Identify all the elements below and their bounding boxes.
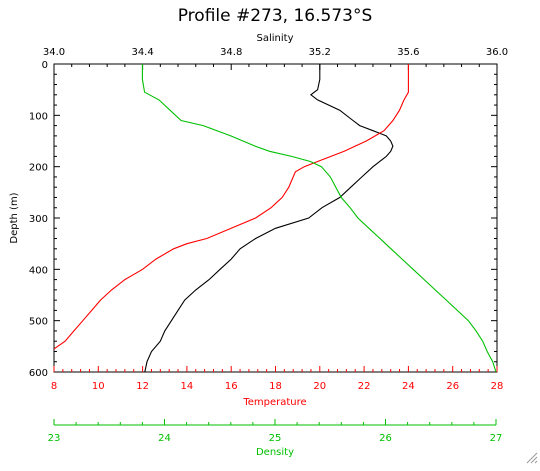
depth-tick-label: 600 (29, 368, 48, 379)
salinity-tick-label: 34.0 (43, 47, 65, 58)
depth-tick-label: 500 (29, 317, 48, 328)
temperature-tick-label: 8 (51, 381, 57, 392)
density-axis-label: Density (256, 447, 294, 458)
temperature-tick-label: 14 (181, 381, 194, 392)
series-layer (53, 64, 497, 373)
density-tick-label: 24 (158, 433, 171, 444)
salinity-tick-label: 35.2 (309, 47, 331, 58)
density-tick-label: 27 (490, 433, 503, 444)
depth-tick-label: 200 (29, 163, 48, 174)
salinity-tick-label: 34.8 (220, 47, 242, 58)
salinity-tick-label: 36.0 (486, 47, 508, 58)
salinity-tick-label: 35.6 (397, 47, 419, 58)
density-tick-label: 26 (379, 433, 392, 444)
resize-grip-icon[interactable] (524, 450, 538, 464)
salinity-axis-label: Salinity (257, 33, 294, 44)
temperature-tick-label: 28 (491, 381, 504, 392)
plot-frame (53, 63, 498, 373)
temperature-tick-label: 16 (225, 381, 238, 392)
temperature-tick-label: 24 (402, 381, 415, 392)
salinity-profile-line (144, 64, 394, 373)
density-profile-line (141, 64, 497, 373)
temperature-tick-label: 22 (358, 381, 371, 392)
temperature-tick-label: 12 (136, 381, 149, 392)
temperature-axis-label: Temperature (242, 397, 306, 408)
plot-border (53, 63, 498, 373)
temperature-tick-label: 26 (446, 381, 459, 392)
density-tick-label: 25 (269, 433, 282, 444)
temperature-tick-label: 18 (269, 381, 282, 392)
depth-tick-label: 0 (42, 60, 48, 71)
depth-axis-label: Depth (m) (9, 192, 20, 243)
ticks-layer: 0 100 200 300 400 500 600 34.0 34.4 34.8 35.2 35.6 3… (29, 47, 508, 444)
density-tick-label: 23 (48, 433, 61, 444)
temperature-tick-label: 20 (313, 381, 326, 392)
depth-tick-label: 400 (29, 265, 48, 276)
salinity-tick-label: 34.4 (131, 47, 153, 58)
depth-tick-label: 300 (29, 214, 48, 225)
temperature-tick-label: 10 (92, 381, 105, 392)
temperature-profile-line (53, 64, 409, 350)
depth-tick-label: 100 (29, 111, 48, 122)
chart-title: Profile #273, 16.573°S (178, 6, 373, 26)
